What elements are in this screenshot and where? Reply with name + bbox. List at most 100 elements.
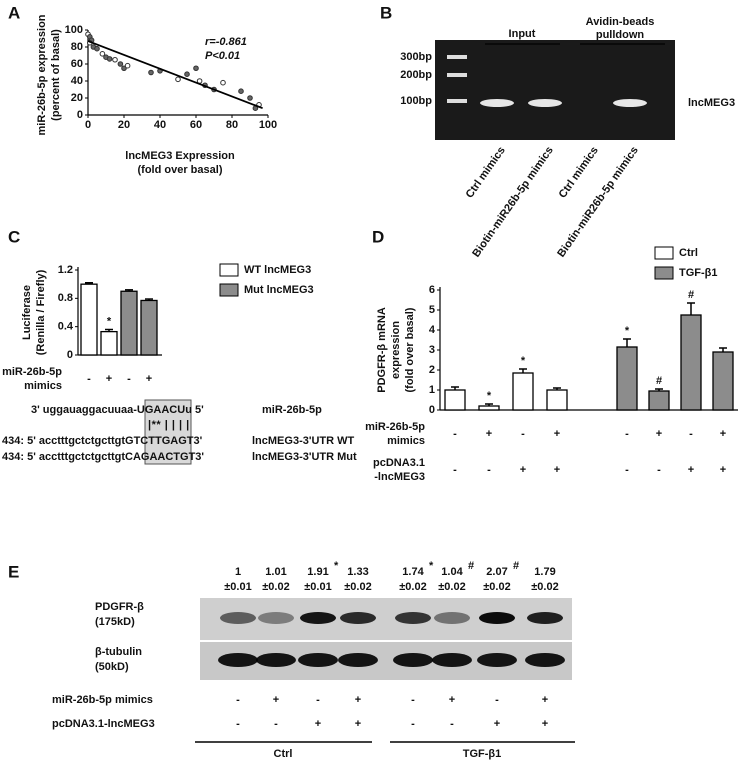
bar [478,405,500,411]
x-axis-label: lncMEG3 Expression [125,150,235,162]
row-label: miR-26b-5p [365,421,425,433]
band [338,653,378,667]
row-label: miR-26b-5p mimics [52,694,153,706]
quant-sd: ±0.02 [483,581,510,593]
y-tick-label: 2 [429,364,435,376]
x-tick-label: 40 [154,119,166,131]
row-sign: + [554,428,560,440]
ladder-label: 300bp [400,51,432,63]
row-label: mimics [387,435,425,447]
y-tick-label: 0.8 [58,292,73,304]
ladder-band [447,55,467,59]
row-sign: + [720,464,726,476]
quant-mean: 1.33 [347,566,368,578]
row-sign: + [494,718,500,730]
row-sign: - [450,718,454,730]
band-label: lncMEG3 [688,97,735,109]
point [175,76,181,83]
y-tick-label: 5 [429,304,435,316]
row-sign: - [453,464,457,476]
y-tick-label: 0 [67,349,73,361]
row-sign: - [127,373,131,385]
band [256,653,296,667]
row-sign: + [486,428,492,440]
lane-label: Biotin-miR26b-5p mimics [555,145,641,260]
quant-mean: 1.74 [402,566,424,578]
band-label: β-tubulin [95,646,142,658]
point [184,71,190,77]
quant-mark: * [334,560,339,572]
band [298,653,338,667]
y-tick-label: 1.2 [58,264,73,276]
point [94,45,100,52]
row-label: miR-26b-5p [2,366,62,378]
panel-label: A [8,3,20,22]
y-axis-label: expression [390,321,402,379]
row-sign: + [449,694,455,706]
row-sign: + [688,464,694,476]
lane-label: Ctrl mimics [557,145,601,201]
row-label: pcDNA3.1-lncMEG3 [52,718,155,730]
band [613,99,647,107]
sequence-label: miR-26b-5p [262,404,322,416]
group-label: Ctrl [274,748,293,760]
bar [648,390,670,411]
y-axis-label: miR-26b-5p expression [36,14,48,135]
point [193,65,199,72]
significance: # [656,375,662,387]
quant-sd: ±0.02 [438,581,465,593]
quant-mean: 1.04 [441,566,463,578]
seed-box [144,399,192,465]
group-label: TGF-β1 [463,748,502,760]
row-sign: + [542,718,548,730]
point [124,62,131,69]
x-axis-label: (fold over basal) [138,164,223,176]
significance: * [107,315,112,327]
quant-mean: 1.91 [307,566,328,578]
y-tick-label: 0.4 [58,321,74,333]
row-label: -lncMEG3 [374,471,425,483]
quant-mark: # [513,560,519,572]
band [340,612,376,624]
row-sign: + [355,694,361,706]
band [479,612,515,624]
bar [80,283,98,356]
x-tick-label: 0 [85,119,91,131]
point [220,79,226,86]
quant-mark: # [468,560,474,572]
row-sign: - [453,428,457,440]
row-sign: - [411,694,415,706]
row-sign: - [625,428,629,440]
bar [712,351,734,411]
blot-strip [200,598,572,640]
row-sign: - [411,718,415,730]
significance: * [625,325,630,337]
fit-line [87,40,263,110]
y-tick-label: 20 [71,92,83,104]
band [480,99,514,107]
y-tick-label: 6 [429,284,435,296]
band [527,612,563,624]
quant-mean: 2.07 [486,566,507,578]
band [434,612,470,624]
legend-swatch [219,263,239,277]
significance: # [688,289,694,301]
row-sign: - [657,464,661,476]
lane-label: Biotin-miR26b-5p mimics [470,145,556,260]
y-tick-label: 100 [65,24,83,36]
point [238,88,244,94]
y-axis-label: (Renilla / Firefly) [35,269,47,355]
row-sign: + [554,464,560,476]
quant-mark: * [429,560,434,572]
legend-swatch [219,283,239,297]
quant-mean: 1.79 [534,566,555,578]
lane-label: Ctrl mimics [464,145,508,201]
y-axis-label: PDGFR-β mRNA [376,307,388,393]
row-sign: - [487,464,491,476]
y-tick-label: 60 [71,58,83,70]
row-sign: + [542,694,548,706]
y-tick-label: 0 [429,404,435,416]
panel-label: E [8,562,19,581]
x-tick-label: 60 [190,119,202,131]
